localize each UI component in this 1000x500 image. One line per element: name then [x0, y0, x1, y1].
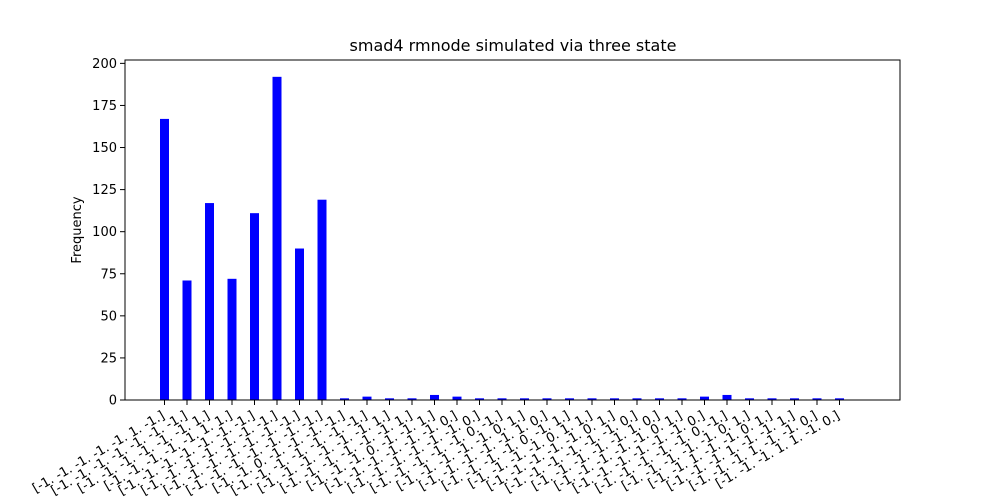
y-tick-label: 75 [100, 267, 117, 282]
bar [385, 398, 394, 400]
bars-group [160, 76, 844, 401]
bar [632, 398, 642, 400]
bar [295, 248, 304, 400]
bar [497, 398, 507, 400]
y-tick-label: 125 [92, 183, 117, 198]
bar [812, 398, 822, 400]
y-tick-label: 175 [92, 99, 117, 114]
plot-frame [124, 59, 901, 401]
bar [722, 394, 732, 400]
y-tick-label: 0 [109, 394, 117, 409]
bar [520, 398, 529, 400]
chart-title: smad4 rmnode simulated via three state [350, 36, 677, 55]
y-axis-label: Frequency [70, 196, 85, 263]
bar [340, 398, 349, 400]
bar [835, 398, 844, 400]
bar [272, 76, 282, 401]
x-axis: [-1. -1. -1. -1. -1. 1. -1.][-1. -1. -1.… [30, 400, 843, 499]
bar [407, 398, 417, 400]
bar [677, 398, 687, 400]
bar [745, 398, 754, 400]
bar [205, 203, 214, 400]
y-tick-label: 25 [100, 351, 117, 366]
bar [767, 398, 777, 400]
bar [160, 118, 169, 400]
y-tick-label: 50 [100, 309, 117, 324]
bar [475, 398, 484, 400]
bar [362, 396, 372, 400]
bar [655, 398, 664, 400]
bar [700, 396, 709, 400]
bar [227, 278, 237, 400]
y-tick-label: 100 [92, 225, 117, 240]
bar [790, 398, 799, 400]
bar [430, 394, 439, 400]
y-axis: 0 25 50 75 100 125 150 175 200 [92, 57, 125, 409]
y-tick-label: 200 [92, 57, 117, 72]
bar [317, 199, 327, 400]
y-tick-label: 150 [92, 141, 117, 156]
bar [452, 396, 462, 400]
bar [542, 398, 552, 400]
bar [250, 213, 259, 400]
bar [587, 398, 597, 400]
bar [565, 398, 574, 400]
bar [610, 398, 619, 400]
bar [182, 280, 192, 400]
